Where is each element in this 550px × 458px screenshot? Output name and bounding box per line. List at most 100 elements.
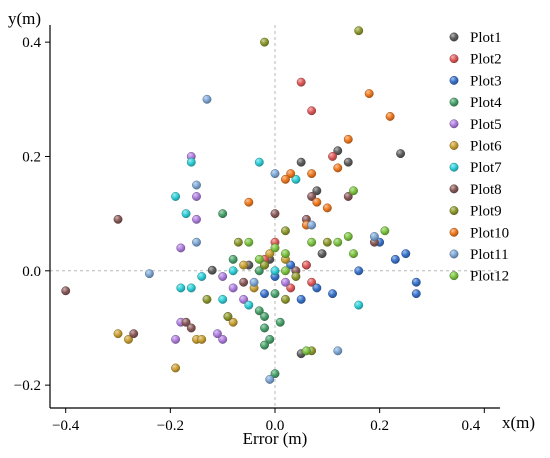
point-plot7-0 xyxy=(171,192,181,201)
point-plot8-1 xyxy=(113,214,123,224)
point-plot9-2 xyxy=(281,226,290,236)
point-plot8-3 xyxy=(181,317,191,327)
point-plot9-10 xyxy=(322,237,332,247)
legend: Plot1 Plot2 Plot3 Plot4 Plot5 Plot6 Plot7 Plot8… xyxy=(449,30,509,285)
point-plot6-8 xyxy=(265,249,275,259)
legend-label-plot5: Plot5 xyxy=(470,117,502,133)
x-axis-label: Error (m) xyxy=(243,429,308,448)
point-plot12-10 xyxy=(281,266,290,276)
point-plot5-2 xyxy=(192,214,201,224)
point-plot8-4 xyxy=(186,323,196,333)
point-plot2-1 xyxy=(307,106,317,116)
point-plot11-6 xyxy=(265,374,275,384)
point-plot11-7 xyxy=(307,220,317,230)
point-plot5-3 xyxy=(176,243,186,253)
point-plot2-2 xyxy=(328,152,338,161)
point-plot10-6 xyxy=(286,169,296,179)
point-plot8-7 xyxy=(270,209,280,219)
points-layer xyxy=(61,26,421,384)
legend-marker-plot8 xyxy=(449,184,459,194)
point-plot11-5 xyxy=(333,346,343,356)
x-tick-label-0: −0.4 xyxy=(52,418,80,434)
point-plot4-2 xyxy=(265,334,275,344)
point-plot5-5 xyxy=(171,334,181,344)
legend-label-plot4: Plot4 xyxy=(470,95,502,111)
point-plot2-0 xyxy=(296,77,306,87)
point-plot10-7 xyxy=(281,174,290,184)
point-plot12-11 xyxy=(301,346,311,356)
legend-label-plot1: Plot1 xyxy=(470,30,502,46)
legend-marker-plot7 xyxy=(449,162,459,172)
point-plot7-4 xyxy=(186,157,196,167)
point-plot5-7 xyxy=(228,283,238,293)
point-plot5-10 xyxy=(281,277,290,287)
point-plot7-10 xyxy=(270,266,280,276)
point-plot7-7 xyxy=(291,174,301,184)
series-plot3 xyxy=(260,237,421,304)
legend-marker-plot2 xyxy=(449,54,459,64)
point-plot8-0 xyxy=(61,286,71,296)
point-plot3-1 xyxy=(401,249,411,259)
point-plot3-3 xyxy=(411,289,421,299)
point-plot12-2 xyxy=(343,232,353,241)
x-tick-label-2: 0.0 xyxy=(266,418,285,434)
point-plot12-7 xyxy=(270,243,280,253)
point-plot10-8 xyxy=(312,197,322,207)
point-plot9-5 xyxy=(281,294,290,304)
series-plot4 xyxy=(218,209,285,379)
point-plot5-6 xyxy=(218,272,228,281)
point-plot12-8 xyxy=(244,237,254,247)
series-plot5 xyxy=(171,152,290,344)
series-plot1 xyxy=(207,146,406,359)
point-plot12-9 xyxy=(254,254,264,264)
point-plot2-4 xyxy=(301,260,311,270)
point-plot10-10 xyxy=(244,197,254,207)
point-plot6-4 xyxy=(197,334,207,344)
point-plot7-11 xyxy=(354,300,364,310)
x-axis-unit-label: x(m) xyxy=(502,413,535,432)
x-tick-label-3: 0.2 xyxy=(370,418,389,434)
point-plot11-1 xyxy=(144,269,154,279)
legend-marker-plot5 xyxy=(449,119,459,129)
legend-marker-plot9 xyxy=(449,206,459,216)
point-plot4-0 xyxy=(260,340,269,350)
legend-marker-plot11 xyxy=(449,249,459,259)
point-plot3-8 xyxy=(328,289,338,299)
point-plot10-2 xyxy=(343,134,353,144)
point-plot11-3 xyxy=(192,180,201,190)
legend-label-plot3: Plot3 xyxy=(470,73,502,89)
point-plot8-2 xyxy=(129,329,139,339)
y-ticks: −0.2 0.0 0.2 0.4 xyxy=(14,35,50,394)
point-plot9-1 xyxy=(354,26,364,36)
point-plot12-5 xyxy=(307,237,317,247)
point-plot1-2 xyxy=(343,157,353,167)
legend-marker-plot4 xyxy=(449,97,459,107)
point-plot12-1 xyxy=(380,226,390,236)
point-plot4-6 xyxy=(270,289,280,299)
point-plot11-8 xyxy=(270,169,280,179)
point-plot3-2 xyxy=(411,277,421,287)
point-plot6-6 xyxy=(239,260,249,270)
y-tick-label-0: −0.2 xyxy=(14,378,41,394)
point-plot5-12 xyxy=(212,329,222,339)
point-plot9-6 xyxy=(291,272,301,281)
point-plot11-0 xyxy=(202,94,212,104)
point-plot6-2 xyxy=(171,363,181,373)
point-plot4-9 xyxy=(260,312,269,321)
legend-marker-plot10 xyxy=(449,227,459,237)
point-plot4-5 xyxy=(254,266,264,276)
point-plot7-12 xyxy=(218,294,228,304)
point-plot7-8 xyxy=(228,266,238,276)
point-plot1-0 xyxy=(207,265,217,275)
point-plot10-5 xyxy=(307,169,317,179)
legend-marker-plot1 xyxy=(449,32,459,42)
point-plot12-6 xyxy=(281,249,290,259)
legend-label-plot10: Plot10 xyxy=(470,225,509,241)
y-tick-label-3: 0.4 xyxy=(22,35,41,51)
point-plot2-5 xyxy=(286,283,296,293)
series-plot9 xyxy=(202,26,364,356)
point-plot11-2 xyxy=(192,237,201,247)
series-plot11 xyxy=(144,94,379,384)
x-tick-label-4: 0.4 xyxy=(462,418,481,434)
